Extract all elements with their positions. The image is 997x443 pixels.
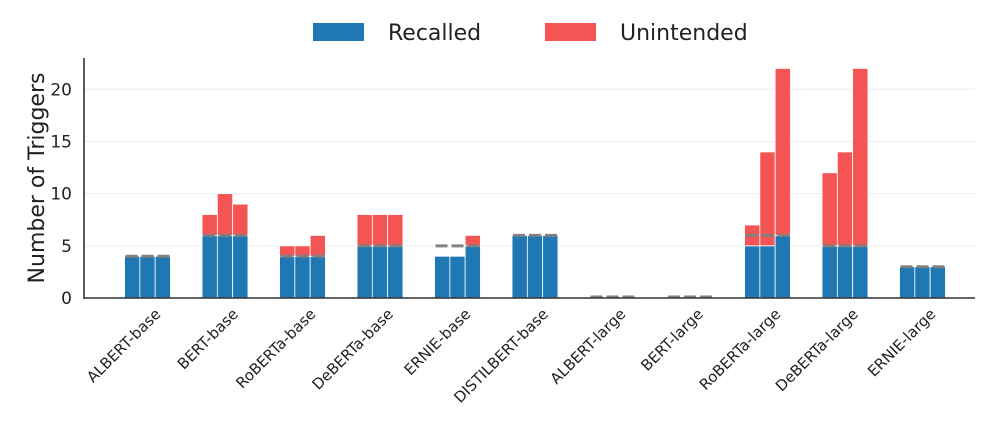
legend: Recalled Unintended [313,21,748,46]
bar-recalled [899,266,916,299]
bar-unintended [464,234,481,247]
x-tick-label-ernie-large: ERNIE-large [864,305,939,380]
bar-unintended [356,214,373,247]
legend-label-unintended: Unintended [620,21,748,46]
bar-group-distilbert-base [511,234,559,299]
bar-recalled [914,266,931,299]
x-tick-label-albert-large: ALBERT-large [547,305,630,388]
x-tick-label-roberta-large: RoBERTa-large [696,305,785,394]
legend-label-recalled: Recalled [388,21,481,46]
legend-swatch-unintended [545,23,596,41]
x-tick-label-albert-base: ALBERT-base [83,305,164,386]
y-tick-label-15: 15 [50,132,72,152]
bar-group-albert-base [124,255,171,299]
axes [83,58,975,299]
x-tick-label-deberta-large: DeBERTa-large [772,305,862,395]
bar-unintended [821,172,838,247]
bar-unintended [201,214,218,236]
bar-recalled [821,245,838,299]
bars [124,68,946,299]
y-ticks: 0 5 10 15 20 [50,80,72,309]
bar-unintended [309,234,326,257]
bar-recalled [449,255,466,299]
bar-unintended [836,151,854,247]
x-tick-label-ernie-base: ERNIE-base [401,305,475,379]
bar-recalled [434,255,451,299]
bar-group-ernie-large [899,266,946,299]
bar-group-roberta-large [744,68,791,299]
y-tick-label-0: 0 [61,289,72,309]
bar-recalled [309,255,326,299]
bar-recalled [232,234,249,299]
bar-group-deberta-base [356,214,404,299]
bar-unintended [294,245,311,257]
bar-recalled [216,234,234,299]
bar-recalled [759,245,776,299]
bar-recalled [526,234,544,299]
bar-recalled [294,255,311,299]
bar-recalled [356,245,373,299]
bar-unintended [371,214,389,247]
x-tick-label-roberta-base: RoBERTa-base [232,305,319,392]
bar-recalled [852,245,869,299]
bar-recalled [124,255,141,299]
bar-unintended [759,151,776,247]
x-tick-label-bert-base: BERT-base [174,305,242,373]
bar-recalled [542,234,559,299]
bar-recalled [836,245,854,299]
bar-unintended [774,68,791,236]
bar-recalled [929,266,946,299]
bar-unintended [216,193,234,236]
bar-unintended [232,203,249,236]
x-labels: ALBERT-base BERT-baseRoBERTa-baseDeBERTa-… [83,305,939,406]
bar-unintended [387,214,404,247]
bar-recalled [744,245,761,299]
bar-recalled [371,245,389,299]
bar-recalled [201,234,218,299]
bar-unintended [852,68,869,247]
bar-recalled [511,234,528,299]
y-tick-label-5: 5 [61,237,72,257]
bar-recalled [279,255,296,299]
bar-group-bert-base [201,193,249,299]
x-tick-label-bert-large: BERT-large [637,305,707,375]
x-tick-label-deberta-base: DeBERTa-base [308,305,396,393]
bar-recalled [464,245,481,299]
bar-group-roberta-base [279,234,326,299]
bar-group-deberta-large [821,68,869,299]
legend-swatch-recalled [313,23,364,41]
bar-recalled [774,234,791,299]
y-tick-label-10: 10 [50,185,72,205]
bar-recalled [154,255,171,299]
reference-lines [125,233,945,299]
bar-recalled [387,245,404,299]
bar-recalled [139,255,156,299]
y-tick-label-20: 20 [50,80,72,100]
y-axis-title: Number of Triggers [25,73,50,284]
bar-unintended [279,245,296,257]
